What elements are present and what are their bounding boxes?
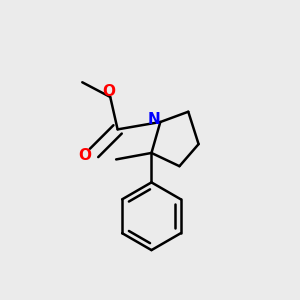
Text: O: O [102,84,115,99]
Text: N: N [148,112,161,127]
Text: O: O [79,148,92,163]
